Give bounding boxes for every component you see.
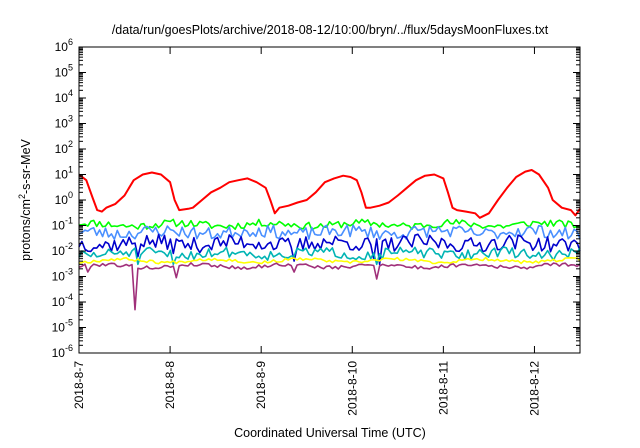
y-tick-exponent: -3 <box>65 267 73 277</box>
series-line-3 <box>78 233 581 266</box>
x-axis-label: Coordinated Universal Time (UTC) <box>234 426 426 440</box>
y-tick-label: 10-3 <box>52 267 73 284</box>
y-tick-exponent: 4 <box>68 88 73 98</box>
y-tick-exponent: -6 <box>65 343 73 353</box>
y-tick-exponent: 5 <box>68 63 73 73</box>
y-axis-label-post: -s-sr-MeV <box>19 138 33 194</box>
y-tick-label: 10-6 <box>52 343 73 360</box>
series-line-5 <box>78 256 581 265</box>
y-tick-label: 10-4 <box>52 292 73 309</box>
series-line-1 <box>78 218 581 231</box>
y-tick-exponent: 2 <box>68 139 73 149</box>
chart-title: /data/run/goesPlots/archive/2018-08-12/1… <box>112 23 549 37</box>
x-tick-label: 2018-8-8 <box>163 361 177 409</box>
y-tick-exponent: -1 <box>65 216 73 226</box>
y-tick-exponent: -2 <box>65 241 73 251</box>
x-tick-label: 2018-8-9 <box>254 361 268 409</box>
y-tick-exponent: -5 <box>65 318 73 328</box>
y-axis-label: protons/cm2-s-sr-MeV <box>17 138 33 260</box>
y-tick-label: 101 <box>55 165 73 182</box>
series-line-4 <box>78 246 581 266</box>
y-tick-label: 105 <box>55 63 73 80</box>
series-group <box>78 169 581 311</box>
series-line-2 <box>78 224 581 240</box>
y-tick-label: 10-1 <box>52 216 73 233</box>
y-tick-exponent: -4 <box>65 292 73 302</box>
y-tick-label: 104 <box>55 88 73 105</box>
y-tick-exponent: 6 <box>68 37 73 47</box>
y-tick-label: 106 <box>55 37 73 54</box>
x-tick-label: 2018-8-7 <box>72 361 86 409</box>
x-tick-label: 2018-8-11 <box>436 361 450 415</box>
y-tick-label: 10-5 <box>52 318 73 335</box>
y-tick-label: 10-2 <box>52 241 73 258</box>
series-line-0 <box>78 169 581 219</box>
y-tick-exponent: 1 <box>68 165 73 175</box>
x-tick-label: 2018-8-10 <box>345 361 359 416</box>
y-tick-label: 103 <box>55 114 73 131</box>
y-axis-label-sup: 2 <box>17 194 27 199</box>
x-tick-label: 2018-8-12 <box>527 361 541 416</box>
series-line-6 <box>78 262 581 311</box>
y-tick-exponent: 0 <box>68 190 73 200</box>
y-tick-exponent: 3 <box>68 114 73 124</box>
y-axis-label-pre: protons/cm <box>19 199 33 261</box>
y-tick-label: 102 <box>55 139 73 156</box>
plot-frame <box>78 46 581 354</box>
y-tick-label: 100 <box>55 190 73 207</box>
